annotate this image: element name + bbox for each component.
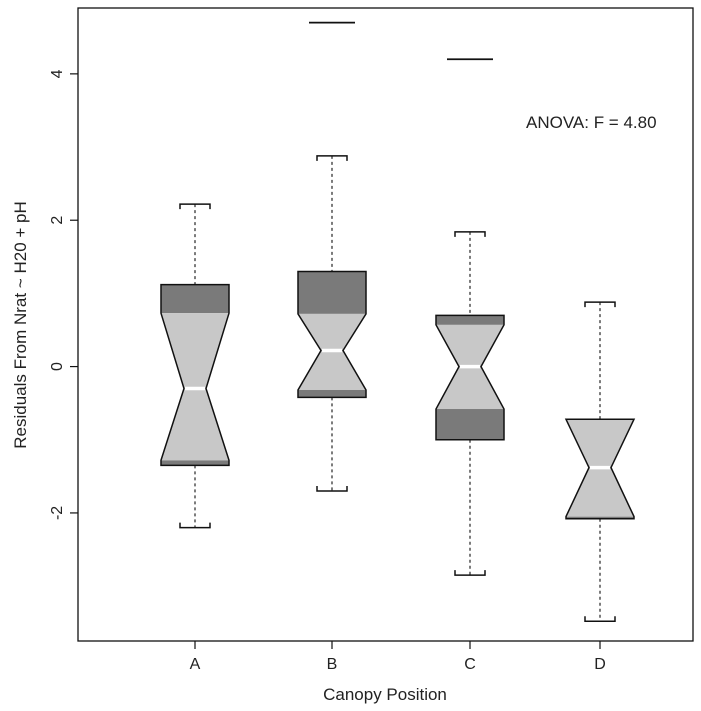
y-tick-label: 2 — [49, 216, 66, 225]
box-outline — [297, 270, 367, 399]
box-B — [297, 21, 367, 492]
box-outline — [435, 314, 505, 441]
lower-whisker-cap — [179, 522, 211, 529]
upper-whisker-cap — [454, 231, 486, 237]
box-notch-body — [161, 313, 229, 461]
y-axis: -2 0 2 4 — [49, 69, 78, 520]
box-group — [160, 21, 636, 622]
y-tick-label: -2 — [49, 506, 66, 520]
anova-annotation: ANOVA: F = 4.80 — [526, 113, 657, 132]
lower-whisker-cap — [454, 570, 486, 576]
box-lower-dark — [436, 409, 504, 440]
box-lower-dark — [566, 516, 634, 519]
box-A — [160, 203, 230, 529]
x-axis-title: Canopy Position — [323, 685, 447, 704]
x-axis: A B C D — [190, 641, 606, 673]
y-tick-label: 4 — [49, 69, 66, 78]
y-tick-label: 0 — [49, 362, 66, 371]
upper-whisker-cap — [179, 203, 211, 210]
box-lower-dark — [161, 460, 229, 466]
x-tick-label: A — [190, 656, 201, 673]
upper-whisker-cap — [316, 155, 348, 161]
x-tick-label: D — [594, 656, 606, 673]
x-tick-label: B — [327, 656, 338, 673]
box-outline — [564, 418, 636, 520]
lower-whisker-cap — [584, 616, 616, 622]
y-axis-title: Residuals From Nrat ~ H20 + pH — [11, 201, 30, 449]
box-upper-dark — [298, 271, 366, 314]
box-upper-dark — [436, 315, 504, 325]
box-lower-dark — [298, 389, 366, 398]
plot-frame — [77, 7, 694, 642]
box-D — [564, 301, 636, 622]
lower-whisker-cap — [316, 485, 348, 492]
box-C — [435, 58, 505, 576]
x-tick-label: C — [464, 656, 476, 673]
box-upper-dark — [161, 284, 229, 314]
box-outline — [160, 283, 230, 467]
upper-whisker-cap — [584, 301, 616, 308]
